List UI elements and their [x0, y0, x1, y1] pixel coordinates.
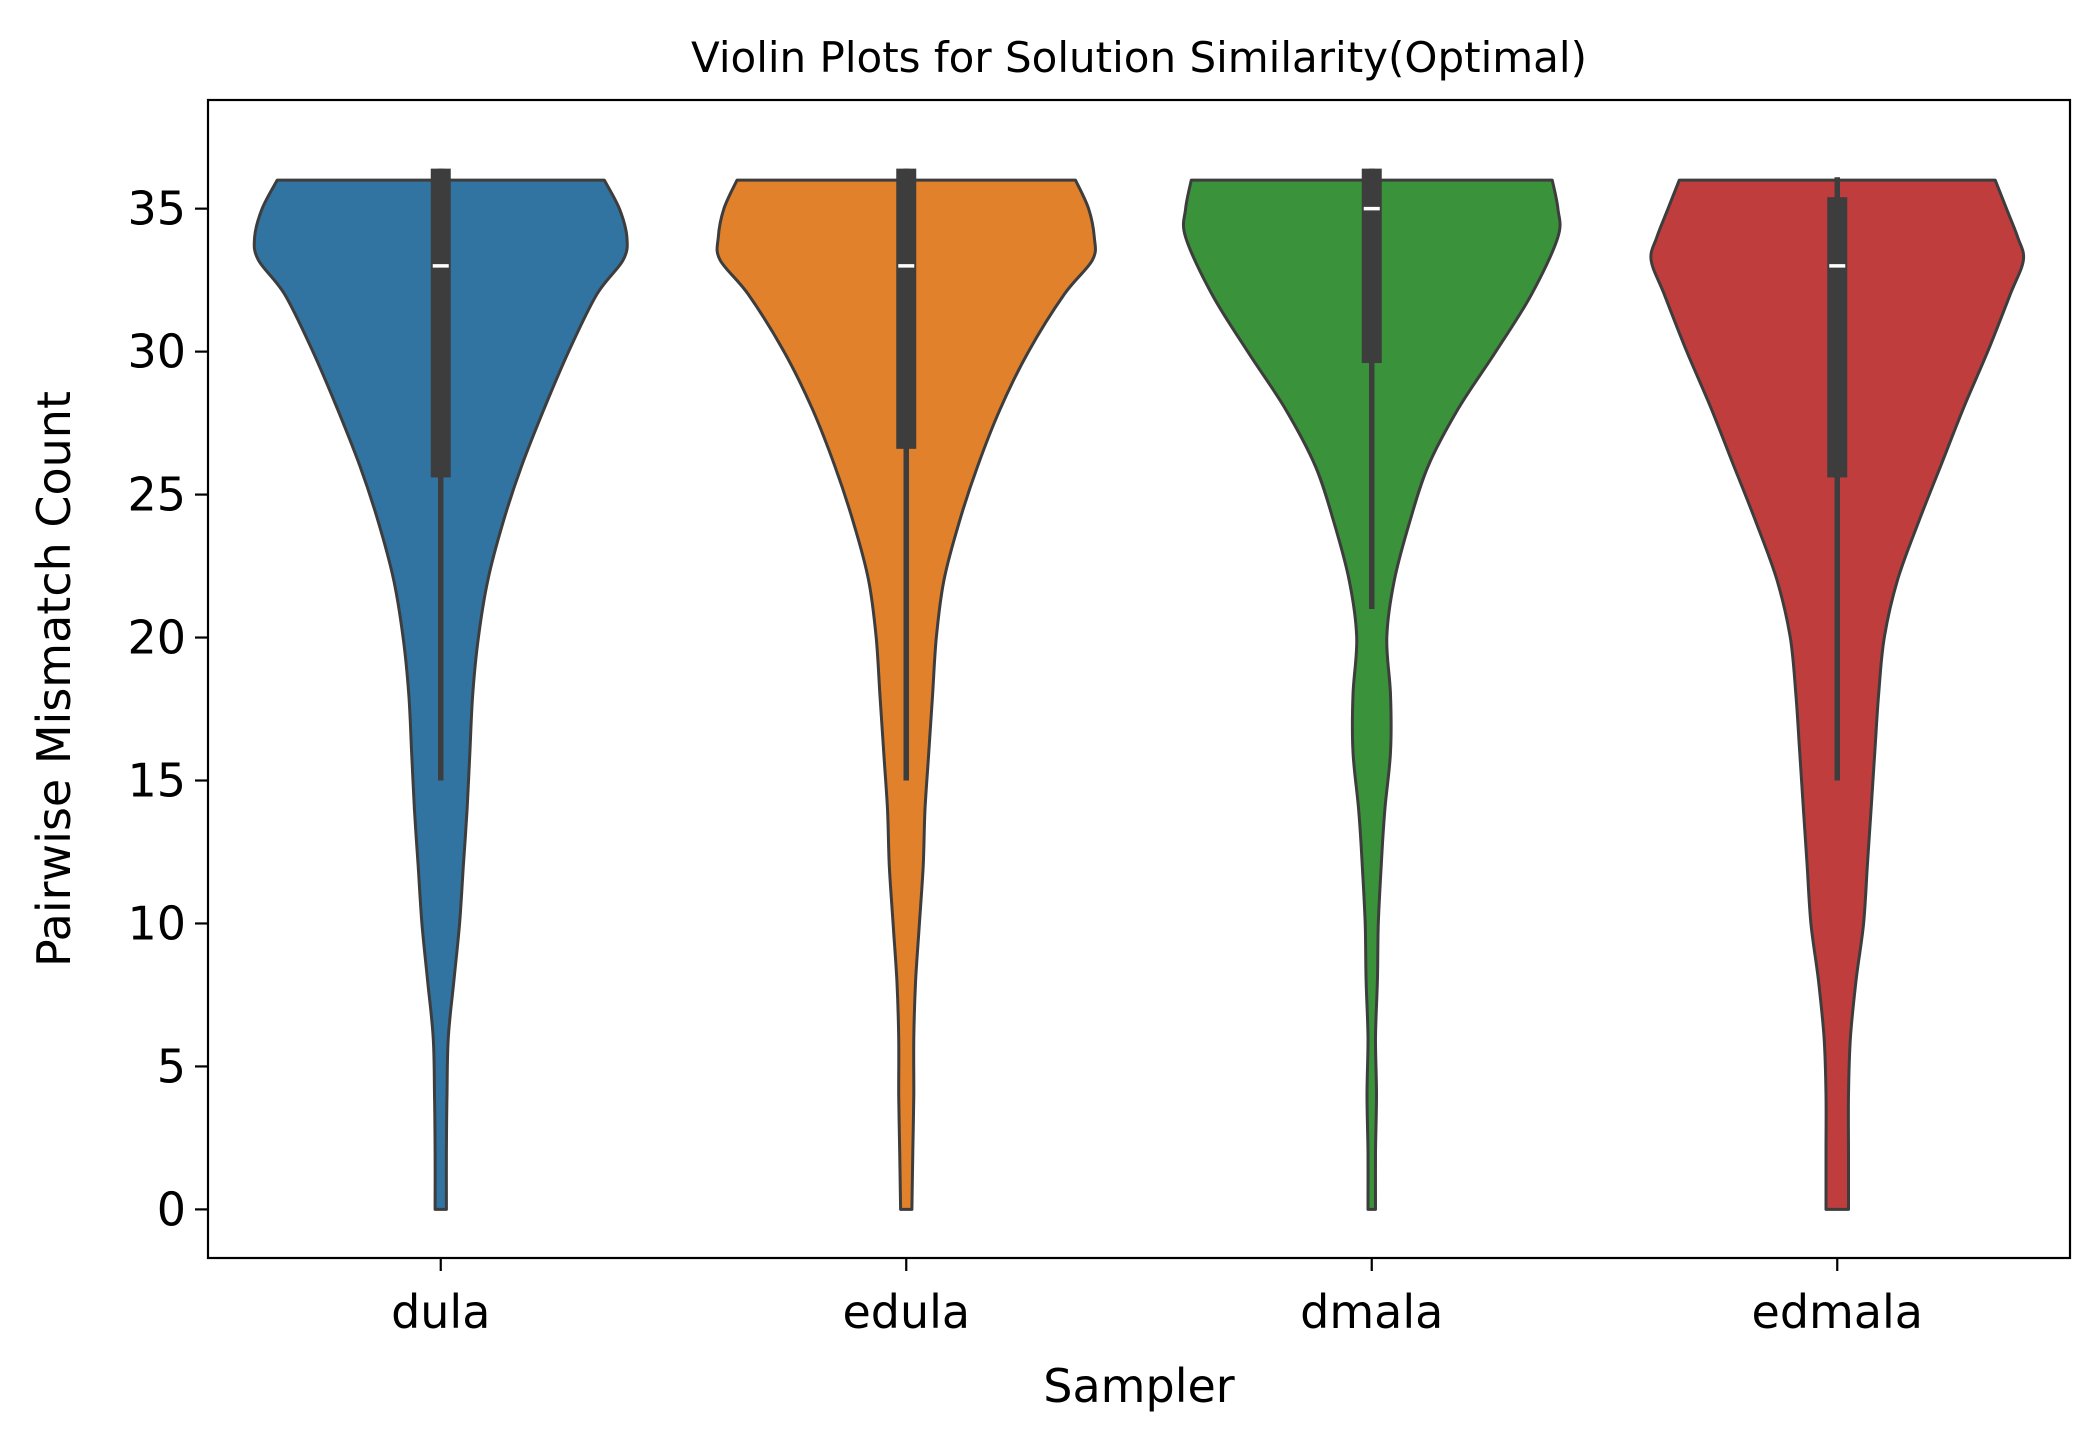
iqr-box-edmala — [1827, 197, 1848, 478]
violin-dmala — [1181, 178, 1562, 1211]
y-tick-label: 0 — [157, 1182, 186, 1236]
iqr-box-edula — [896, 168, 917, 449]
y-axis: 0 5 10 15 20 25 30 35 — [127, 182, 208, 1236]
plot-frame — [206, 98, 2072, 1260]
y-tick-label: 30 — [127, 325, 186, 379]
box-group — [430, 168, 1848, 781]
y-tick-label: 25 — [127, 468, 186, 522]
x-axis-label: Sampler — [1043, 1359, 1234, 1413]
iqr-box-dmala — [1361, 168, 1382, 364]
x-tick-label: dula — [391, 1285, 490, 1339]
y-tick-label: 35 — [127, 182, 186, 236]
iqr-box-dula — [430, 168, 451, 478]
chart-title: Violin Plots for Solution Similarity(Opt… — [691, 33, 1587, 82]
y-axis-label: Pairwise Mismatch Count — [27, 391, 81, 967]
y-tick-label: 10 — [127, 896, 186, 950]
x-axis: dula edula dmala edmala — [391, 1258, 1923, 1339]
x-tick-label: edula — [842, 1285, 970, 1339]
y-tick-label: 5 — [157, 1039, 186, 1093]
y-tick-label: 15 — [127, 754, 186, 808]
x-tick-label: dmala — [1300, 1285, 1443, 1339]
y-tick-label: 20 — [127, 611, 186, 665]
x-tick-label: edmala — [1752, 1285, 1923, 1339]
